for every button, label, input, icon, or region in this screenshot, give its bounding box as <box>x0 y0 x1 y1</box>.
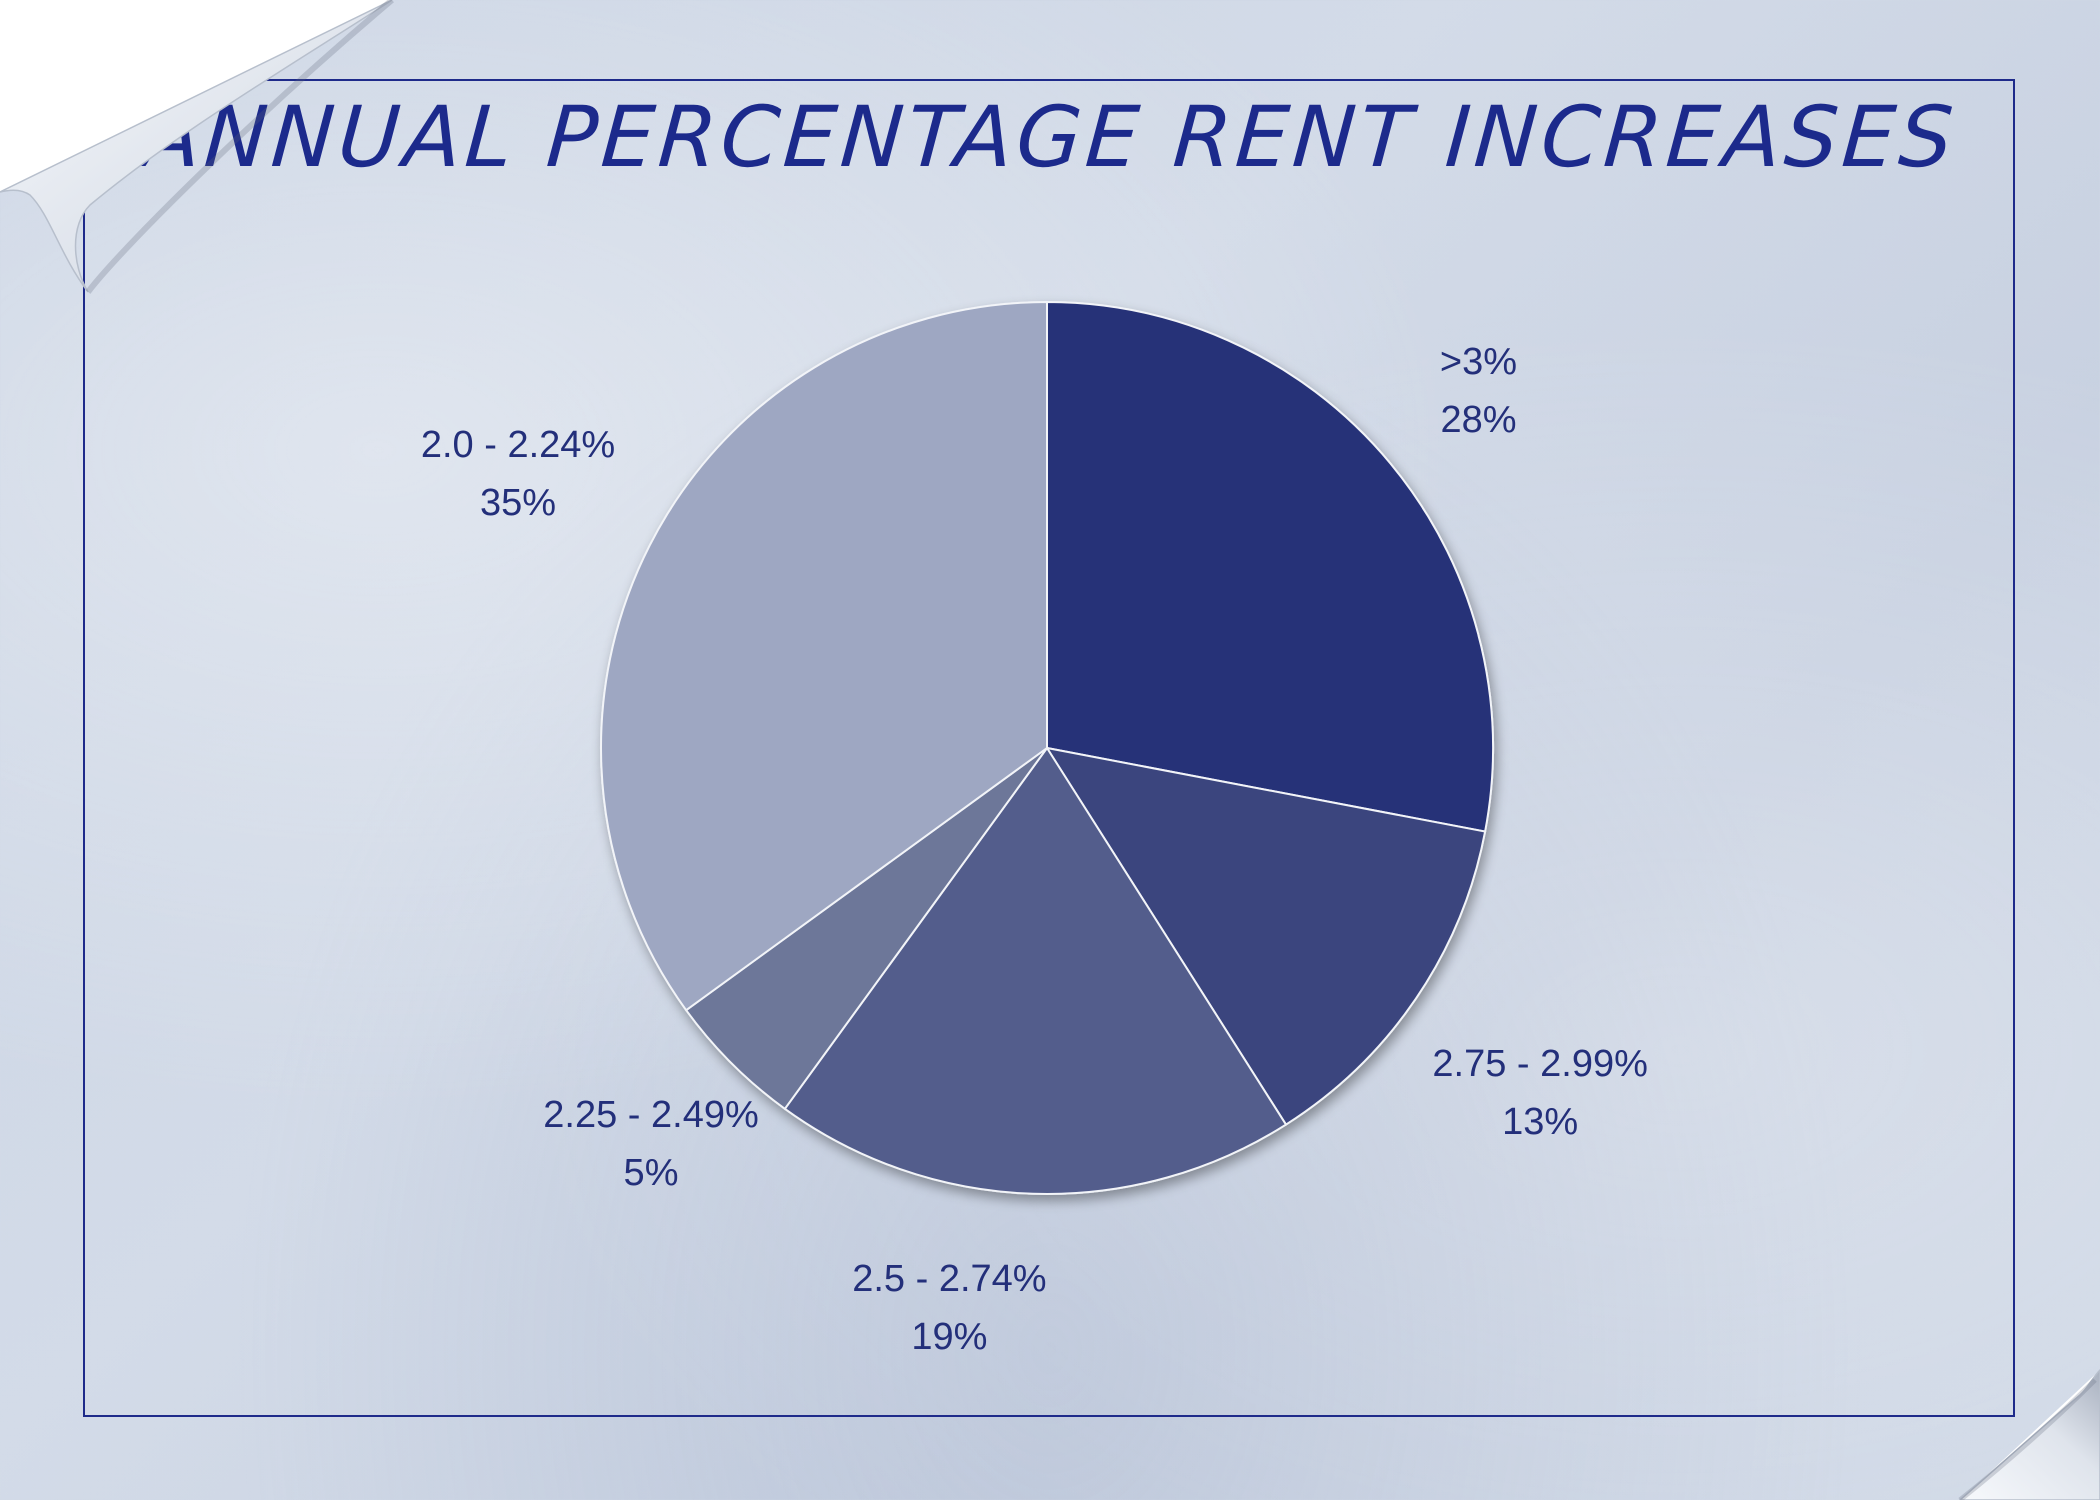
slice-value-label: 35% <box>480 481 557 524</box>
page-curl-bottom-right-icon <box>1958 1368 2100 1500</box>
slice-data-label: 2.75 - 2.99% 13% <box>1432 1035 1647 1151</box>
page-curl-top-left-icon <box>0 0 394 294</box>
slice-data-label: 2.0 - 2.24% 35% <box>421 416 615 532</box>
pie-slice <box>783 746 1288 1195</box>
slice-category-label: >3% <box>1439 341 1518 384</box>
slice-category-label: 2.0 - 2.24% <box>420 423 616 466</box>
pie-slice <box>1046 300 1494 833</box>
slice-category-label: 2.5 - 2.74% <box>852 1257 1047 1300</box>
slice-value-label: 19% <box>911 1315 988 1358</box>
chart-frame <box>83 79 2015 1417</box>
slice-category-label: 2.75 - 2.99% <box>1432 1042 1648 1085</box>
slice-value-label: 5% <box>623 1151 679 1194</box>
slice-category-label: 2.25 - 2.49% <box>543 1093 759 1136</box>
slice-value-label: 28% <box>1440 399 1517 442</box>
slice-value-label: 13% <box>1502 1100 1579 1143</box>
slice-data-label: 2.25 - 2.49% 5% <box>543 1086 758 1202</box>
slice-data-label: 2.5 - 2.74% 19% <box>852 1250 1046 1366</box>
pie-slice <box>600 300 1048 1012</box>
slice-data-label: >3% 28% <box>1440 333 1517 449</box>
pie-slice <box>1044 746 1487 1126</box>
